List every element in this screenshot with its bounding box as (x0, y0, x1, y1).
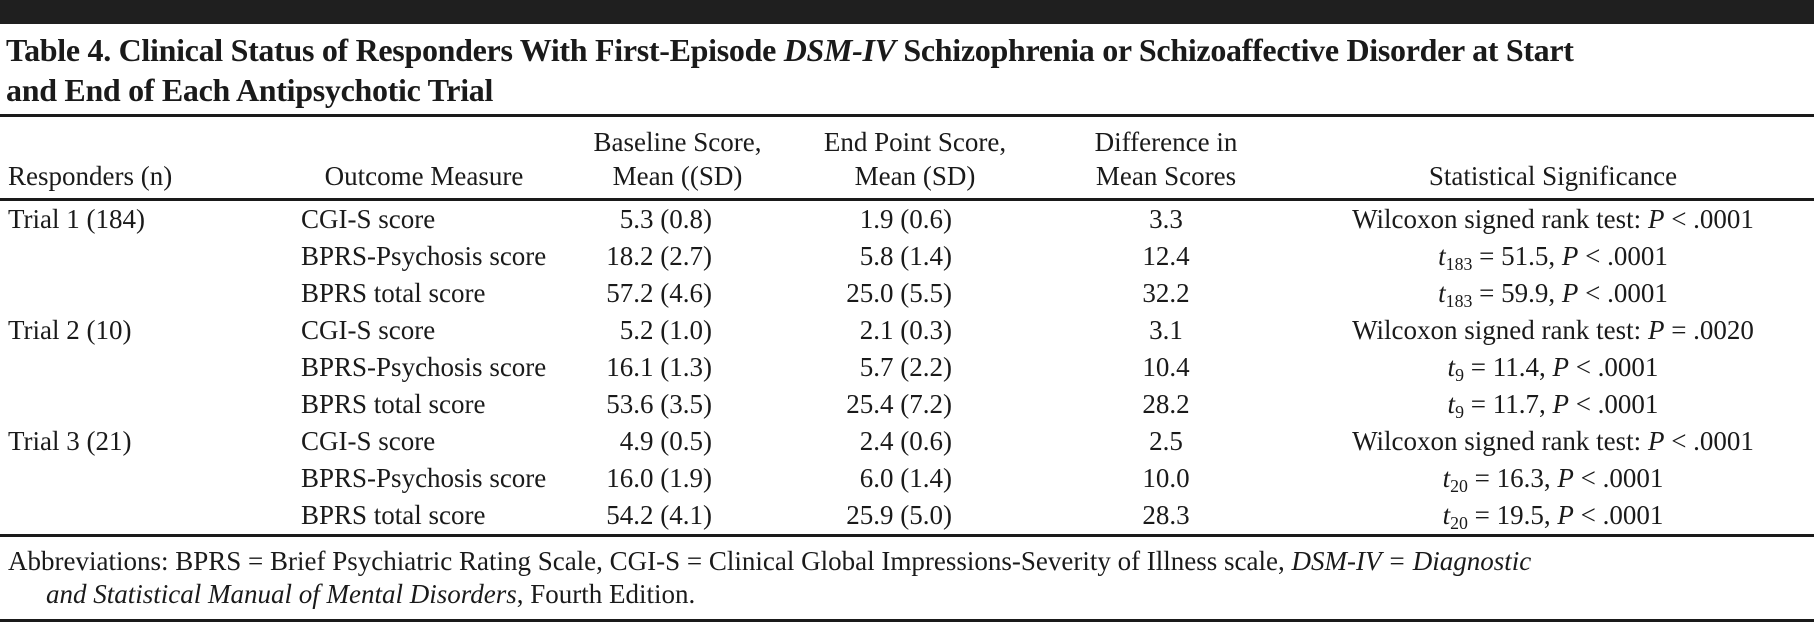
table-row: BPRS-Psychosis score 16.1 (1.3) 5.7 (2.2) 1… (0, 349, 1814, 386)
cell-statistical-significance: Wilcoxon signed rank test: P = .0020 (1352, 315, 1754, 345)
cell-outcome-measure: CGI-S score (301, 426, 436, 456)
cell-outcome-measure: CGI-S score (301, 315, 436, 345)
column-header-line: Responders (n) (8, 161, 173, 191)
cell-outcome-measure: CGI-S score (301, 204, 436, 234)
table-row: BPRS total score 54.2 (4.1) 25.9 (5.0) 28.3… (0, 497, 1814, 536)
cell-outcome-measure: BPRS total score (301, 500, 486, 530)
column-header-line: Difference in (1094, 127, 1238, 157)
table-title-line-1: Table 4. Clinical Status of Responders W… (6, 32, 1574, 68)
column-header-4: End Point Score, Mean (SD) (790, 115, 1040, 201)
table-title-line-2: and End of Each Antipsychotic Trial (6, 72, 494, 108)
column-header-line: Mean (SD) (854, 161, 976, 191)
cell-difference: 28.2 (1142, 389, 1190, 419)
column-header-line: Outcome Measure (324, 161, 524, 191)
cell-responders: Trial 3 (21) (8, 426, 132, 456)
column-header-6: Statistical Significance (1292, 115, 1814, 201)
cell-responders (0, 238, 283, 275)
table-row: Trial 3 (21) CGI-S score 4.9 (0.5) 2.4 (0.6… (0, 423, 1814, 460)
cell-responders: Trial 2 (10) (8, 315, 132, 345)
column-header-3: Baseline Score, Mean ((SD) (565, 115, 790, 201)
table-row: BPRS total score 57.2 (4.6) 25.0 (5.5) 32.2… (0, 275, 1814, 312)
cell-difference: 3.3 (1149, 204, 1183, 234)
cell-statistical-significance: t183 = 51.5, P < .0001 (1438, 241, 1668, 274)
cell-outcome-measure: BPRS total score (301, 278, 486, 308)
cell-difference: 28.3 (1142, 500, 1190, 530)
cell-endpoint-score: 6.0 (1.4) (859, 463, 952, 493)
cell-baseline-score: 4.9 (0.5) (619, 426, 712, 456)
cell-baseline-score: 5.2 (1.0) (619, 315, 712, 345)
cell-endpoint-score: 5.8 (1.4) (859, 241, 952, 271)
cell-statistical-significance: Wilcoxon signed rank test: P < .0001 (1352, 204, 1754, 234)
column-header-line: Baseline Score, (593, 127, 762, 157)
cell-statistical-significance: t20 = 19.5, P < .0001 (1442, 500, 1664, 533)
cell-responders: Trial 1 (184) (8, 204, 146, 234)
column-header-line: Statistical Significance (1428, 161, 1678, 191)
bottom-rule (0, 619, 1814, 622)
footnote-line-2: and Statistical Manual of Mental Disorde… (46, 579, 696, 609)
column-header-line: Mean ((SD) (612, 161, 743, 191)
cell-baseline-score: 16.1 (1.3) (606, 352, 712, 382)
cell-baseline-score: 18.2 (2.7) (606, 241, 712, 271)
table-row: BPRS-Psychosis score 18.2 (2.7) 5.8 (1.4) 1… (0, 238, 1814, 275)
cell-endpoint-score: 25.4 (7.2) (846, 389, 952, 419)
cell-difference: 10.4 (1142, 352, 1190, 382)
cell-responders (0, 460, 283, 497)
table-footnote: Abbreviations: BPRS = Brief Psychiatric … (0, 537, 1814, 615)
top-rule-bar (0, 0, 1814, 24)
cell-statistical-significance: t9 = 11.4, P < .0001 (1447, 352, 1659, 385)
cell-endpoint-score: 2.1 (0.3) (859, 315, 952, 345)
cell-outcome-measure: BPRS-Psychosis score (301, 241, 547, 271)
cell-endpoint-score: 5.7 (2.2) (859, 352, 952, 382)
cell-difference: 32.2 (1142, 278, 1190, 308)
cell-responders (0, 497, 283, 536)
cell-statistical-significance: t183 = 59.9, P < .0001 (1438, 278, 1668, 311)
cell-baseline-score: 53.6 (3.5) (606, 389, 712, 419)
column-header-1: Responders (n) (0, 115, 283, 201)
cell-responders (0, 349, 283, 386)
cell-difference: 3.1 (1149, 315, 1183, 345)
cell-difference: 2.5 (1149, 426, 1183, 456)
cell-endpoint-score: 25.9 (5.0) (846, 500, 952, 530)
cell-outcome-measure: BPRS-Psychosis score (301, 352, 547, 382)
table-header-row: Responders (n) Outcome Measure Baseline Sc… (0, 115, 1814, 201)
table-title: Table 4. Clinical Status of Responders W… (0, 24, 1814, 114)
column-header-line: Mean Scores (1095, 161, 1237, 191)
cell-statistical-significance: Wilcoxon signed rank test: P < .0001 (1352, 426, 1754, 456)
column-header-2: Outcome Measure (283, 115, 565, 201)
cell-endpoint-score: 1.9 (0.6) (859, 204, 952, 234)
cell-endpoint-score: 2.4 (0.6) (859, 426, 952, 456)
cell-baseline-score: 57.2 (4.6) (606, 278, 712, 308)
cell-outcome-measure: BPRS total score (301, 389, 486, 419)
table-row: BPRS total score 53.6 (3.5) 25.4 (7.2) 28.2… (0, 386, 1814, 423)
cell-baseline-score: 5.3 (0.8) (619, 204, 712, 234)
cell-responders (0, 275, 283, 312)
cell-baseline-score: 54.2 (4.1) (606, 500, 712, 530)
table-body: Trial 1 (184) CGI-S score 5.3 (0.8) 1.9 (0.… (0, 200, 1814, 536)
cell-difference: 10.0 (1142, 463, 1190, 493)
cell-endpoint-score: 25.0 (5.5) (846, 278, 952, 308)
table-row: Trial 1 (184) CGI-S score 5.3 (0.8) 1.9 (0.… (0, 200, 1814, 239)
cell-difference: 12.4 (1142, 241, 1190, 271)
footnote-line-1: Abbreviations: BPRS = Brief Psychiatric … (8, 546, 1532, 576)
table-row: BPRS-Psychosis score 16.0 (1.9) 6.0 (1.4) 1… (0, 460, 1814, 497)
cell-outcome-measure: BPRS-Psychosis score (301, 463, 547, 493)
cell-statistical-significance: t20 = 16.3, P < .0001 (1442, 463, 1664, 496)
column-header-5: Difference in Mean Scores (1040, 115, 1292, 201)
header-row: Responders (n) Outcome Measure Baseline Sc… (0, 115, 1814, 201)
clinical-status-table: Responders (n) Outcome Measure Baseline Sc… (0, 114, 1814, 537)
column-header-line: End Point Score, (823, 127, 1007, 157)
cell-statistical-significance: t9 = 11.7, P < .0001 (1447, 389, 1659, 422)
cell-responders (0, 386, 283, 423)
table-row: Trial 2 (10) CGI-S score 5.2 (1.0) 2.1 (0.3… (0, 312, 1814, 349)
cell-baseline-score: 16.0 (1.9) (606, 463, 712, 493)
